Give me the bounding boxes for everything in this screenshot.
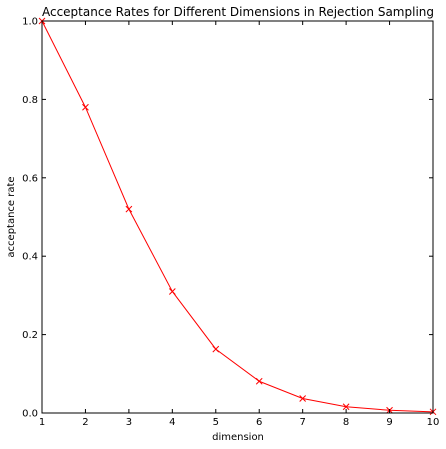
x-tick-label: 1 (39, 417, 45, 428)
y-tick-label: 0.8 (22, 95, 38, 106)
y-tick-label: 0.4 (22, 252, 38, 263)
x-tick-label: 8 (343, 417, 349, 428)
data-point-marker (255, 377, 263, 385)
plot-area (38, 17, 437, 416)
x-tick-label: 5 (213, 417, 219, 428)
data-point-marker (342, 403, 350, 411)
chart-title: Acceptance Rates for Different Dimension… (42, 5, 434, 19)
x-tick-label: 10 (427, 417, 440, 428)
plot-frame (41, 20, 434, 414)
data-point-marker (299, 395, 307, 402)
y-tick-label: 0.0 (22, 409, 38, 420)
x-axis-label: dimension (212, 432, 264, 443)
y-tick-label: 0.2 (22, 330, 38, 341)
x-tick-label: 6 (256, 417, 262, 428)
series-line (41, 20, 434, 413)
data-point-marker (212, 345, 220, 353)
x-tick-label: 3 (126, 417, 132, 428)
x-tick-label: 7 (299, 417, 305, 428)
x-tick-label: 2 (82, 417, 88, 428)
x-tick-label: 4 (169, 417, 175, 428)
axes: 1 2 3 4 5 6 7 8 9 10 0.0 0.2 0.4 0.6 0.8 1.0 (22, 17, 439, 429)
x-tick-label: 9 (386, 417, 392, 428)
data-point-marker (168, 288, 176, 295)
data-point-marker (125, 205, 133, 213)
y-axis-label: acceptance rate (6, 176, 17, 257)
y-tick-label: 1.0 (22, 17, 38, 28)
data-point-marker (82, 103, 89, 111)
y-tick-label: 0.6 (22, 173, 38, 184)
